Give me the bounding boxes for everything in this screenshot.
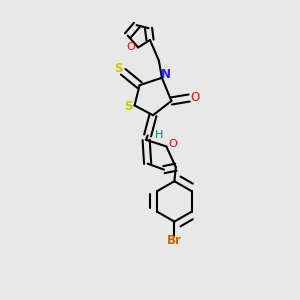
Text: N: N xyxy=(161,68,171,81)
Text: O: O xyxy=(190,91,199,104)
Text: S: S xyxy=(114,62,122,75)
Text: H: H xyxy=(155,130,164,140)
Text: O: O xyxy=(168,139,177,149)
Text: Br: Br xyxy=(167,235,182,248)
Text: S: S xyxy=(124,100,132,112)
Text: O: O xyxy=(126,43,135,52)
